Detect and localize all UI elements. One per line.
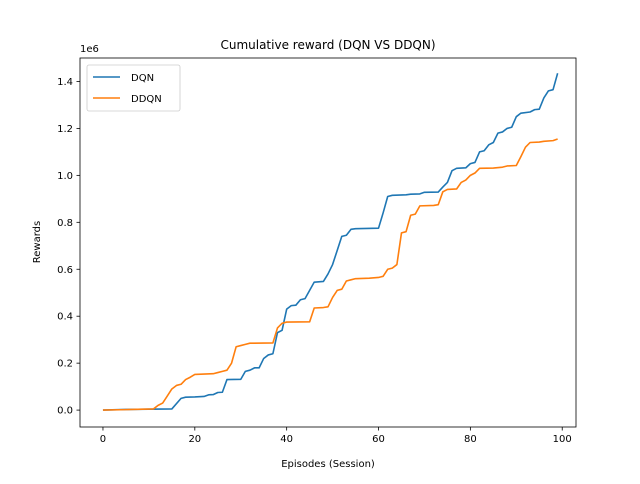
plot-area: [102, 73, 559, 411]
x-axis: 0 20 40 60 80 100: [100, 427, 572, 445]
legend-label-ddqn: DDQN: [131, 94, 162, 105]
series-line-ddqn: [102, 138, 558, 411]
y-tick-label: 0.4: [57, 312, 73, 323]
legend: DQN DDQN: [86, 64, 181, 112]
y-tick-label: 1.4: [57, 77, 73, 88]
x-tick-label: 100: [553, 434, 572, 445]
y-axis: 0.0 0.2 0.4 0.6 0.8 1.0 1.2 1.4: [57, 77, 80, 417]
x-tick-label: 0: [100, 434, 106, 445]
y-tick-label: 0.0: [57, 406, 73, 417]
y-tick-label: 1.2: [57, 124, 73, 135]
y-offset-label: 1e6: [80, 44, 99, 55]
x-tick-label: 40: [280, 434, 293, 445]
x-tick-label: 60: [372, 434, 385, 445]
x-axis-title: Episodes (Session): [281, 459, 375, 470]
x-tick-label: 80: [464, 434, 477, 445]
y-tick-label: 1.0: [57, 171, 73, 182]
x-tick-label: 20: [188, 434, 201, 445]
axes-frame: [79, 57, 577, 428]
series-line-dqn: [102, 73, 559, 411]
y-axis-title: Rewards: [32, 221, 43, 263]
y-tick-label: 0.8: [57, 218, 73, 229]
y-tick-label: 0.6: [57, 265, 73, 276]
legend-label-dqn: DQN: [131, 73, 154, 84]
chart-title: Cumulative reward (DQN VS DDQN): [220, 38, 435, 52]
y-tick-label: 0.2: [57, 359, 73, 370]
